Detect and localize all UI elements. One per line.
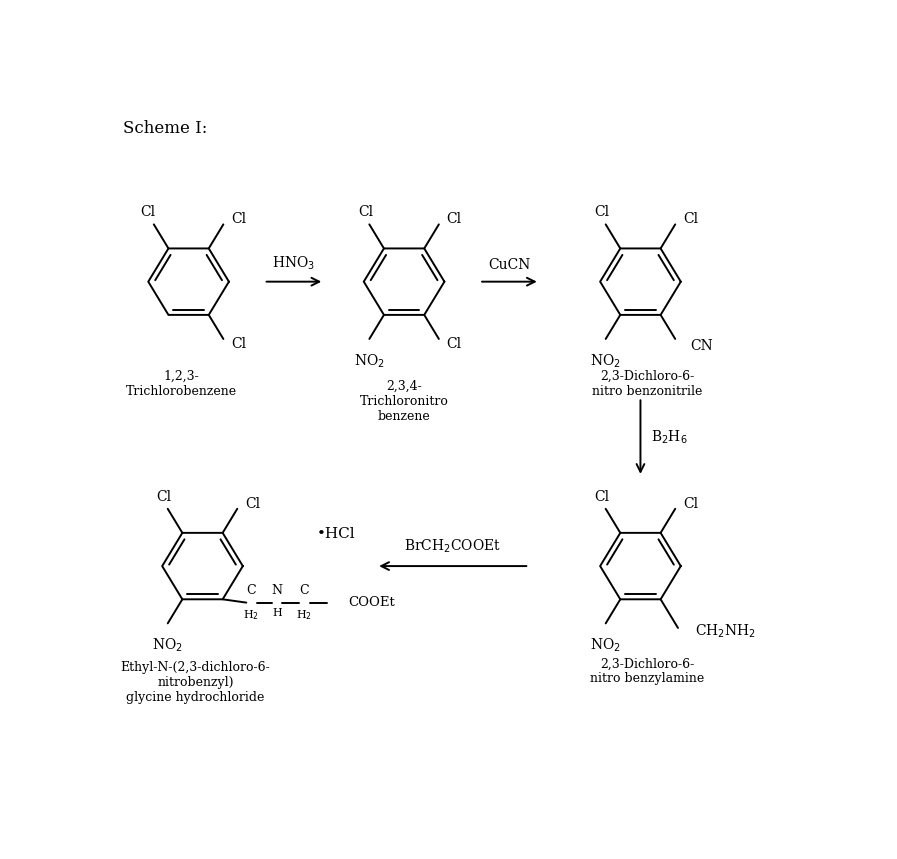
Text: Cl: Cl [683,212,698,226]
Text: 2,3-Dichloro-6-
nitro benzylamine: 2,3-Dichloro-6- nitro benzylamine [590,657,704,685]
Text: C: C [247,584,256,597]
Text: Cl: Cl [683,497,698,510]
Text: CH$_2$NH$_2$: CH$_2$NH$_2$ [695,623,756,640]
Text: Cl: Cl [358,205,373,220]
Text: Cl: Cl [595,490,610,504]
Text: NO$_2$: NO$_2$ [354,352,385,369]
Text: NO$_2$: NO$_2$ [590,637,621,654]
Text: CN: CN [691,338,713,352]
Text: NO$_2$: NO$_2$ [152,637,183,654]
Text: 2,3-Dichloro-6-
nitro benzonitrile: 2,3-Dichloro-6- nitro benzonitrile [592,369,702,398]
Text: HNO$_3$: HNO$_3$ [272,254,315,271]
Text: 1,2,3-
Trichlorobenzene: 1,2,3- Trichlorobenzene [126,369,237,398]
Text: N: N [272,584,283,597]
Text: Scheme I:: Scheme I: [123,119,207,137]
Text: BrCH$_2$COOEt: BrCH$_2$COOEt [405,538,501,556]
Text: Cl: Cl [595,205,610,220]
Text: •HCl: •HCl [318,527,356,541]
Text: B$_2$H$_6$: B$_2$H$_6$ [651,429,687,446]
Text: Cl: Cl [231,212,246,226]
Text: Ethyl-N-(2,3-dichloro-6-
nitrobenzyl)
glycine hydrochloride: Ethyl-N-(2,3-dichloro-6- nitrobenzyl) gl… [121,661,270,704]
Text: Cl: Cl [447,212,462,226]
Text: Cl: Cl [245,497,260,510]
Text: CuCN: CuCN [488,258,530,271]
Text: H: H [272,608,282,618]
Text: H$_2$: H$_2$ [296,608,312,622]
Text: Cl: Cl [447,338,462,351]
Text: Cl: Cl [141,205,156,220]
Text: H$_2$: H$_2$ [243,608,259,622]
Text: 2,3,4-
Trichloronitro
benzene: 2,3,4- Trichloronitro benzene [360,380,448,423]
Text: COOEt: COOEt [348,596,395,609]
Text: NO$_2$: NO$_2$ [590,352,621,369]
Text: C: C [300,584,309,597]
Text: Cl: Cl [231,338,246,351]
Text: Cl: Cl [157,490,172,504]
